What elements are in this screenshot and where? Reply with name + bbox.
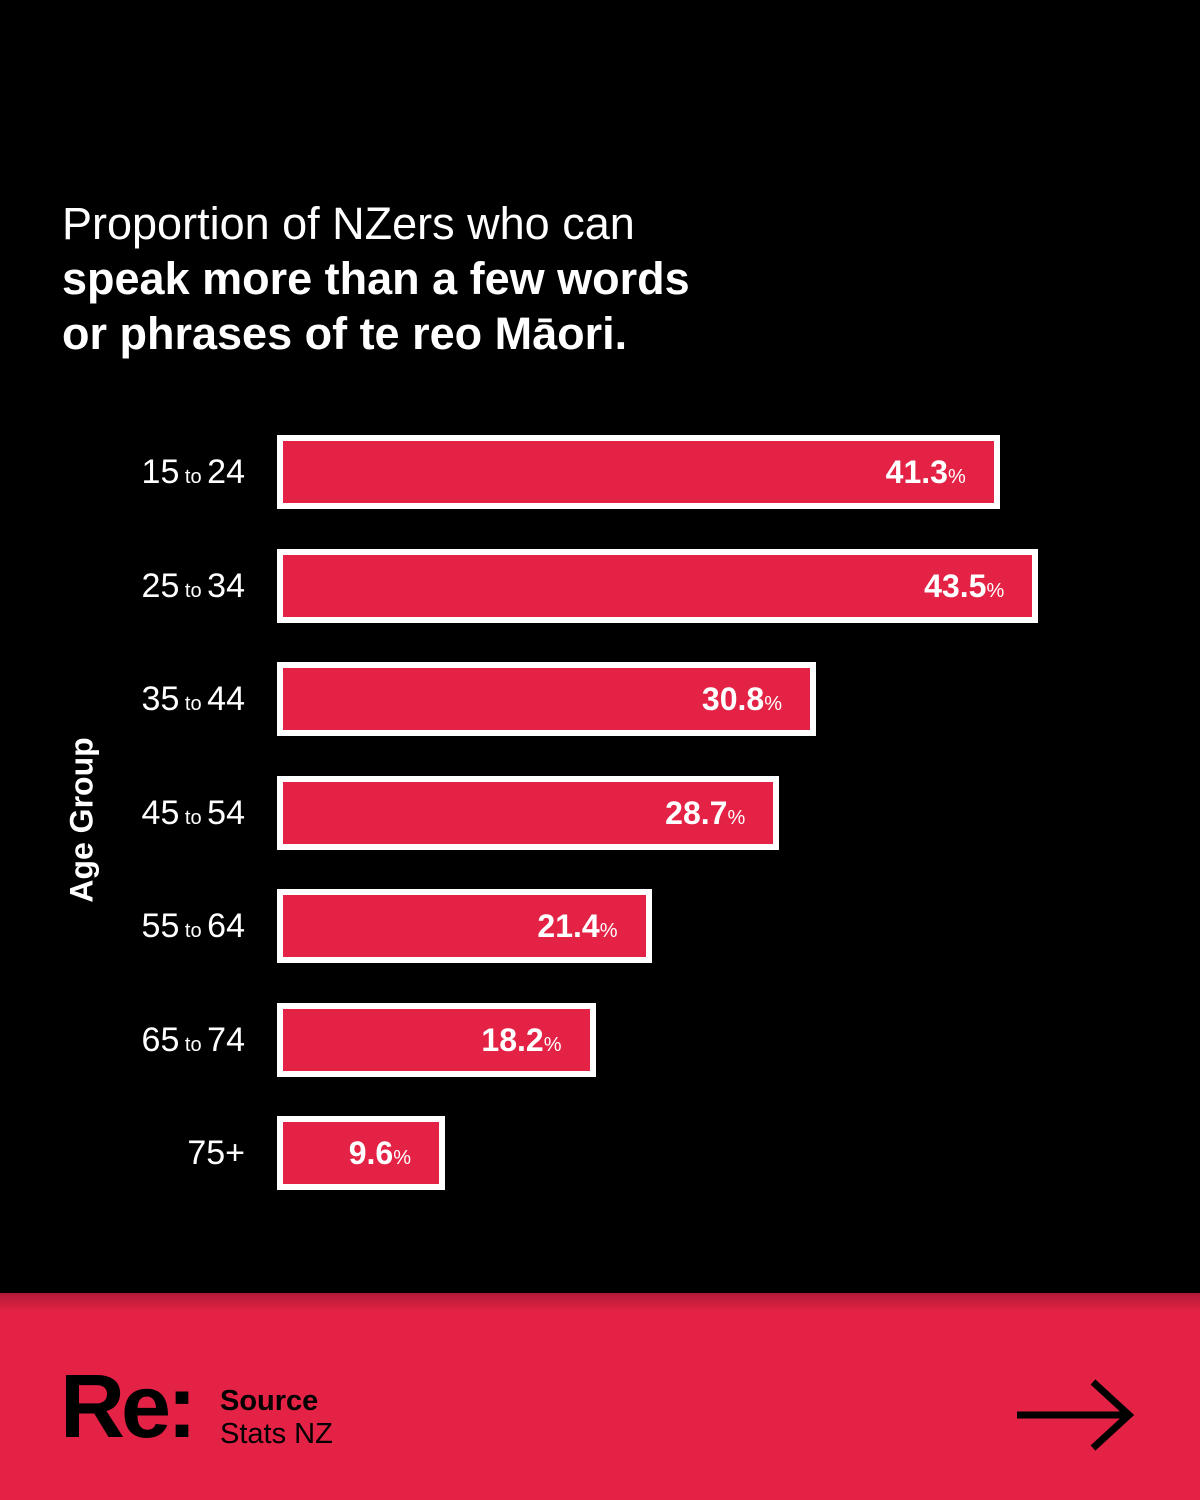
data-label-unit: %: [393, 1147, 411, 1169]
data-label-unit: %: [599, 920, 618, 942]
category-from: 45: [141, 793, 180, 832]
category-label: 65 to 74: [142, 1003, 245, 1077]
category-to-word: to: [179, 920, 208, 942]
bar: 21.4%: [277, 889, 652, 963]
bar-row: 35 to 44 30.8%: [0, 662, 1200, 736]
bar-row: 15 to 24 41.3%: [0, 435, 1200, 509]
footer-shadow: [0, 1293, 1200, 1311]
category-label: 15 to 24: [142, 435, 245, 509]
category-to: 54: [207, 793, 245, 832]
category-to-word: to: [179, 466, 208, 488]
data-label: 30.8%: [702, 668, 782, 730]
category-to-word: to: [179, 579, 208, 602]
category-from: 55: [141, 907, 180, 945]
data-label-unit: %: [727, 806, 746, 829]
data-label: 41.3%: [886, 441, 966, 503]
data-label-value: 9.6: [348, 1135, 394, 1171]
bar-row: 65 to 74 18.2%: [0, 1002, 1200, 1077]
data-label: 43.5%: [924, 555, 1004, 617]
bar: 28.7%: [277, 775, 780, 850]
data-label-unit: %: [947, 466, 966, 488]
category-from: 15: [141, 453, 180, 491]
bar-row: 45 to 54 28.7%: [0, 775, 1200, 850]
data-label-value: 21.4: [537, 908, 600, 944]
data-label-unit: %: [543, 1033, 562, 1056]
source-value: Stats NZ: [220, 1418, 333, 1450]
category-label: 25 to 34: [142, 549, 245, 623]
bar: 43.5%: [277, 548, 1039, 623]
bar: 30.8%: [277, 662, 816, 736]
bar: 18.2%: [277, 1002, 596, 1077]
data-label-unit: %: [764, 693, 782, 715]
data-label: 28.7%: [665, 782, 745, 844]
data-label: 9.6%: [349, 1122, 411, 1184]
category-to-word: to: [179, 1033, 208, 1056]
category-to: 44: [207, 680, 245, 718]
category-to: 34: [207, 566, 245, 605]
source-label: Source: [220, 1385, 319, 1417]
title-line-3: or phrases of te reo Māori.: [62, 308, 628, 359]
data-label-unit: %: [986, 579, 1005, 602]
re-logo: Re:: [60, 1357, 197, 1457]
category-label: 55 to 64: [142, 889, 245, 963]
category-from: 35: [141, 680, 180, 718]
bar-row: 25 to 34 43.5%: [0, 548, 1200, 623]
category-label: 75+: [187, 1116, 245, 1190]
bar: 9.6%: [277, 1116, 445, 1190]
bar: 41.3%: [277, 435, 1000, 509]
data-label-value: 18.2: [481, 1021, 544, 1058]
category-label: 35 to 44: [142, 662, 245, 736]
category-to: 24: [207, 453, 245, 491]
chart-title: Proportion of NZers who can speak more t…: [62, 196, 962, 361]
title-line-1: Proportion of NZers who can: [62, 198, 635, 249]
title-line-2: speak more than a few words: [62, 253, 690, 304]
category-to: 64: [207, 907, 245, 945]
data-label: 18.2%: [481, 1009, 561, 1071]
arrow-right-icon[interactable]: [1015, 1378, 1137, 1452]
category-label: 45 to 54: [142, 776, 245, 850]
footer: [0, 1293, 1200, 1500]
bar-row: 75+ 9.6%: [0, 1116, 1200, 1190]
category-from: 65: [141, 1020, 180, 1059]
category-to: 74: [207, 1020, 245, 1059]
data-label-value: 28.7: [665, 794, 728, 831]
data-label: 21.4%: [537, 895, 617, 957]
category-to-word: to: [179, 806, 208, 829]
bar-row: 55 to 64 21.4%: [0, 889, 1200, 963]
category-from: 75+: [187, 1134, 245, 1172]
data-label-value: 30.8: [701, 681, 765, 717]
data-label-value: 41.3: [885, 454, 948, 490]
category-to-word: to: [179, 693, 208, 715]
data-label-value: 43.5: [924, 567, 987, 604]
arrow-head: [1090, 1379, 1135, 1451]
bar-chart: 15 to 24 41.3% 25 to 34 43.5% 35 to 44 30.8% 4…: [0, 435, 1200, 1190]
category-from: 25: [141, 566, 180, 605]
